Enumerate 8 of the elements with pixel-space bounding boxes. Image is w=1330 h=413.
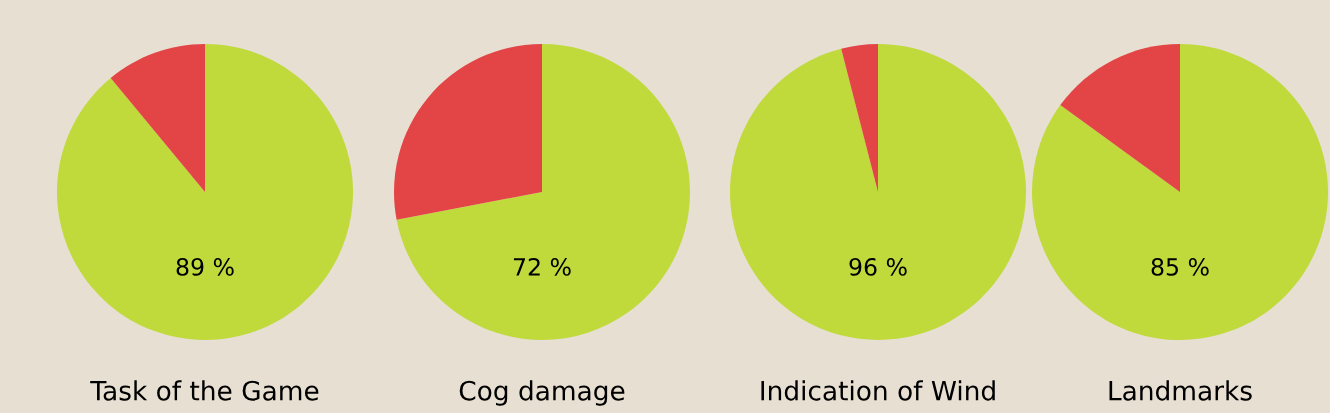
data-label: 85 %	[1151, 257, 1209, 276]
text: Cog damage	[459, 380, 625, 406]
data-label: 96 %	[849, 257, 907, 276]
text: Landmarks	[1109, 380, 1252, 401]
data-label: 89 %	[176, 257, 234, 276]
text: Indication of Wind	[761, 380, 995, 401]
data-label: 72 %	[513, 257, 571, 276]
text: Task of the Game	[90, 380, 319, 401]
